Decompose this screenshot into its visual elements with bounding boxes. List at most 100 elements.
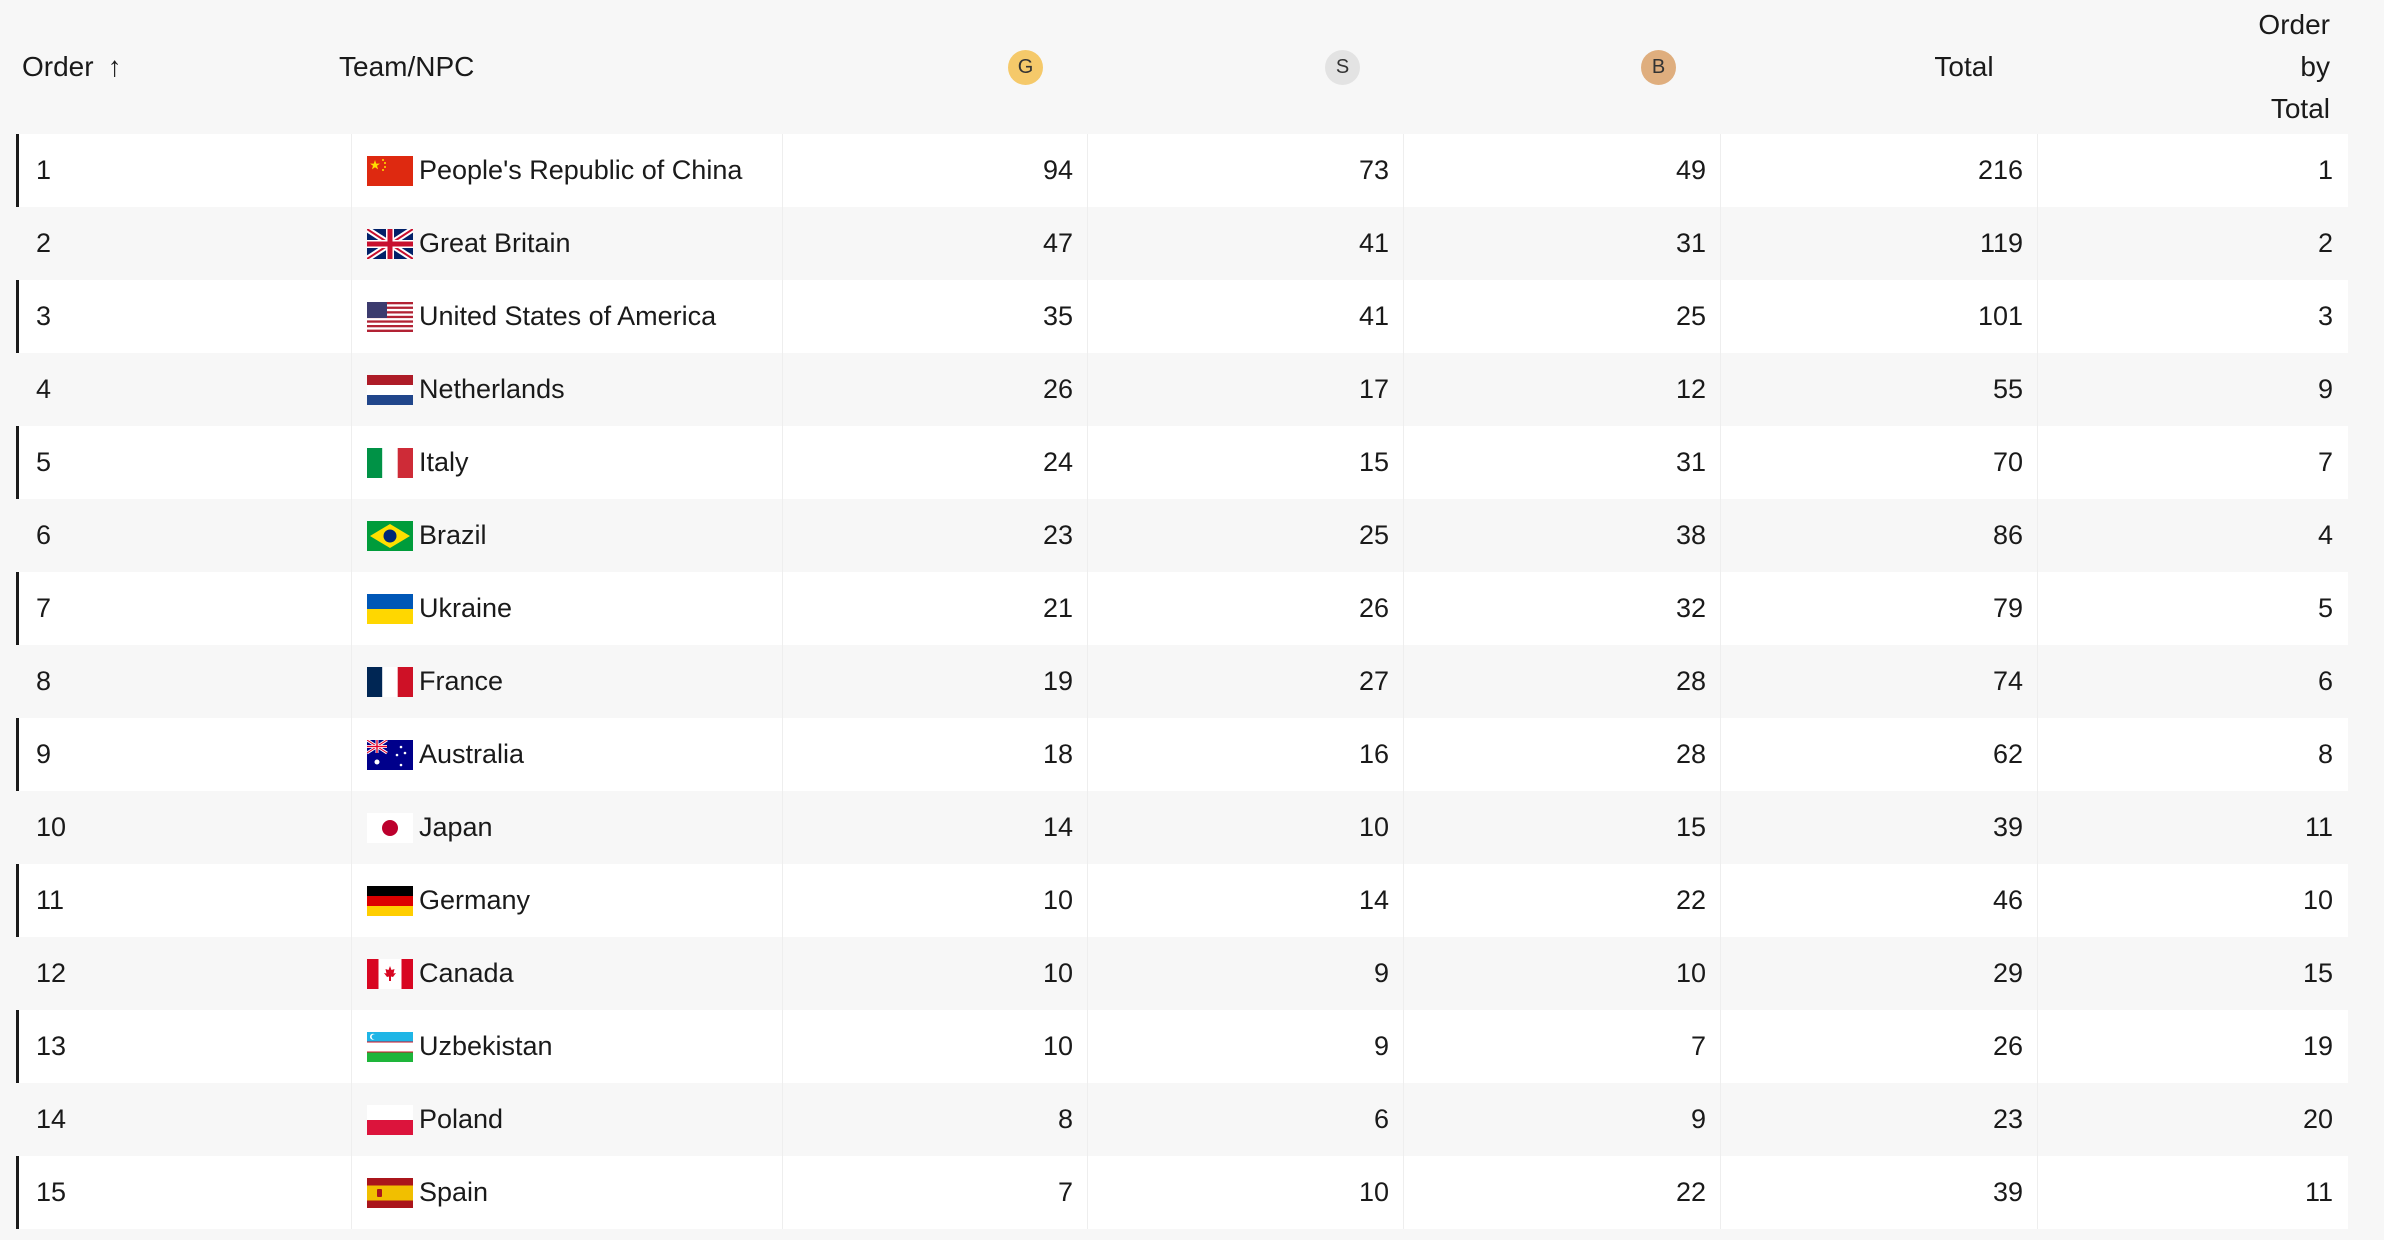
australia-flag-icon — [367, 739, 413, 770]
team-name[interactable]: Poland — [419, 1104, 504, 1134]
order-column-header[interactable]: Order ↑ — [22, 0, 322, 134]
table-row[interactable]: 3 United States of America 35 41 25 101 … — [16, 280, 2348, 353]
order-by-total-cell: 8 — [2047, 718, 2347, 791]
germany-flag-icon — [367, 885, 413, 916]
order-value: 3 — [36, 301, 52, 331]
table-row[interactable]: 5 Italy 24 15 31 70 7 — [16, 426, 2348, 499]
table-row[interactable]: 11 Germany 10 14 22 46 10 — [16, 864, 2348, 937]
order-cell: 10 — [36, 791, 336, 864]
table-row[interactable]: 15 Spain 7 10 22 39 11 — [16, 1156, 2348, 1229]
total-count: 70 — [1992, 447, 2023, 477]
gold-cell: 21 — [781, 572, 1088, 645]
bronze-cell: 9 — [1414, 1083, 1721, 1156]
team-name[interactable]: Netherlands — [419, 374, 565, 404]
gold-cell: 94 — [781, 134, 1088, 207]
silver-cell: 26 — [1097, 572, 1404, 645]
ukraine-flag-icon — [367, 593, 413, 624]
table-row[interactable]: 9 Australia 18 16 28 62 8 — [16, 718, 2348, 791]
table-row[interactable]: 10 Japan 14 10 15 39 11 — [16, 791, 2348, 864]
team-name[interactable]: Italy — [419, 447, 469, 477]
team-cell[interactable]: Italy — [351, 426, 783, 499]
order-value: 12 — [36, 958, 67, 988]
order-by-total-column-header[interactable]: Order by Total — [2200, 0, 2330, 134]
team-cell[interactable]: Netherlands — [351, 353, 783, 426]
gold-count: 10 — [1042, 958, 1073, 988]
table-row[interactable]: 4 Netherlands 26 17 12 55 9 — [16, 353, 2348, 426]
silver-cell: 41 — [1097, 280, 1404, 353]
team-name[interactable]: Uzbekistan — [419, 1031, 553, 1061]
order-by-total-value: 7 — [2317, 447, 2333, 477]
team-cell[interactable]: France — [351, 645, 783, 718]
team-cell[interactable]: Poland — [351, 1083, 783, 1156]
gold-count: 21 — [1042, 593, 1073, 623]
order-value: 5 — [36, 447, 52, 477]
total-count: 39 — [1992, 812, 2023, 842]
silver-cell: 6 — [1097, 1083, 1404, 1156]
bronze-column-header[interactable]: B — [1641, 0, 1676, 134]
table-row[interactable]: 8 France 19 27 28 74 6 — [16, 645, 2348, 718]
table-row[interactable]: 6 Brazil 23 25 38 86 4 — [16, 499, 2348, 572]
team-column-header[interactable]: Team/NPC — [339, 0, 739, 134]
bronze-count: 28 — [1675, 666, 1706, 696]
total-count: 101 — [1977, 301, 2023, 331]
bronze-count: 10 — [1675, 958, 1706, 988]
poland-flag-icon — [367, 1104, 413, 1135]
team-name[interactable]: People's Republic of China — [419, 155, 743, 185]
silver-count: 73 — [1358, 155, 1389, 185]
bronze-cell: 31 — [1414, 207, 1721, 280]
silver-column-header[interactable]: S — [1325, 0, 1360, 134]
silver-count: 6 — [1373, 1104, 1389, 1134]
team-cell[interactable]: Spain — [351, 1156, 783, 1229]
total-cell: 216 — [1731, 134, 2038, 207]
order-value: 6 — [36, 520, 52, 550]
team-name[interactable]: Canada — [419, 958, 514, 988]
sort-ascending-icon[interactable]: ↑ — [107, 51, 122, 82]
table-row[interactable]: 14 Poland 8 6 9 23 20 — [16, 1083, 2348, 1156]
order-value: 13 — [36, 1031, 67, 1061]
team-name[interactable]: Australia — [419, 739, 525, 769]
team-name[interactable]: Spain — [419, 1177, 489, 1207]
order-cell: 11 — [36, 864, 336, 937]
team-cell[interactable]: United States of America — [351, 280, 783, 353]
team-cell[interactable]: Brazil — [351, 499, 783, 572]
gold-count: 24 — [1042, 447, 1073, 477]
team-cell[interactable]: Uzbekistan — [351, 1010, 783, 1083]
order-by-total-cell: 9 — [2047, 353, 2347, 426]
table-row[interactable]: 13 Uzbekistan 10 9 7 26 19 — [16, 1010, 2348, 1083]
table-row[interactable]: 2 Great Britain 47 41 31 119 2 — [16, 207, 2348, 280]
team-cell[interactable]: Australia — [351, 718, 783, 791]
total-column-header[interactable]: Total — [1934, 0, 1994, 134]
team-cell[interactable]: Ukraine — [351, 572, 783, 645]
order-by-total-value: 2 — [2317, 228, 2333, 258]
team-name[interactable]: Great Britain — [419, 228, 571, 258]
total-cell: 70 — [1731, 426, 2038, 499]
bronze-cell: 28 — [1414, 645, 1721, 718]
team-name[interactable]: Brazil — [419, 520, 487, 550]
table-row[interactable]: 1 People's Republic of China 94 73 49 21… — [16, 134, 2348, 207]
netherlands-flag-icon — [367, 374, 413, 405]
gold-column-header[interactable]: G — [1008, 0, 1043, 134]
gold-cell: 10 — [781, 864, 1088, 937]
silver-count: 25 — [1358, 520, 1389, 550]
order-cell: 2 — [36, 207, 336, 280]
spain-flag-icon — [367, 1177, 413, 1208]
team-name[interactable]: France — [419, 666, 504, 696]
team-cell[interactable]: Great Britain — [351, 207, 783, 280]
table-row[interactable]: 7 Ukraine 21 26 32 79 5 — [16, 572, 2348, 645]
silver-count: 9 — [1373, 958, 1389, 988]
team-name[interactable]: Ukraine — [419, 593, 513, 623]
team-cell[interactable]: Japan — [351, 791, 783, 864]
team-cell[interactable]: People's Republic of China — [351, 134, 783, 207]
table-row[interactable]: 12 Canada 10 9 10 29 15 — [16, 937, 2348, 1010]
gold-cell: 8 — [781, 1083, 1088, 1156]
team-name[interactable]: Germany — [419, 885, 531, 915]
bronze-count: 38 — [1675, 520, 1706, 550]
team-name[interactable]: Japan — [419, 812, 493, 842]
team-name[interactable]: United States of America — [419, 301, 717, 331]
gold-cell: 7 — [781, 1156, 1088, 1229]
order-by-total-cell: 3 — [2047, 280, 2347, 353]
team-cell[interactable]: Canada — [351, 937, 783, 1010]
gold-count: 94 — [1042, 155, 1073, 185]
team-cell[interactable]: Germany — [351, 864, 783, 937]
order-cell: 1 — [36, 134, 336, 207]
